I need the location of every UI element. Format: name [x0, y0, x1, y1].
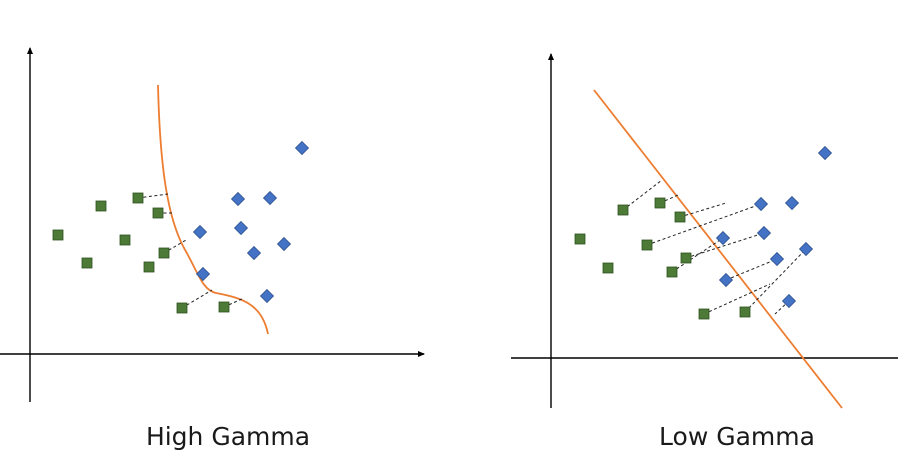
decision-boundary-line	[593, 89, 843, 409]
diamond-point	[195, 266, 211, 282]
square-point	[132, 192, 144, 204]
panel-caption: High Gamma	[146, 422, 310, 451]
square-point	[666, 266, 678, 278]
square-point	[602, 262, 614, 274]
margin-dash-line	[223, 297, 245, 308]
margin-dash-line	[685, 232, 765, 259]
square-point	[739, 306, 751, 318]
square-point	[574, 233, 586, 245]
diamond-point	[781, 293, 797, 309]
diamond-point	[262, 190, 278, 206]
panel-caption: Low Gamma	[659, 422, 815, 451]
diamond-point	[756, 225, 772, 241]
margin-dash-line	[744, 248, 807, 313]
diamond-point	[276, 236, 292, 252]
margin-dash-line	[725, 258, 778, 281]
square-point	[617, 204, 629, 216]
square-point	[218, 301, 230, 313]
square-point	[176, 302, 188, 314]
class-a-points	[52, 192, 230, 314]
margin-dash-line	[646, 203, 762, 246]
margin-dash-line	[671, 237, 724, 273]
square-point	[158, 247, 170, 259]
margin-dash-line	[679, 202, 727, 218]
diamond-point	[753, 196, 769, 212]
margin-dash-line	[622, 179, 663, 211]
support-vector-distance-lines	[622, 179, 807, 315]
diamond-point	[769, 251, 785, 267]
square-point	[654, 197, 666, 209]
square-point	[698, 308, 710, 320]
high-gamma-panel: High Gamma	[0, 47, 425, 451]
class-b-points	[192, 140, 310, 304]
square-point	[119, 234, 131, 246]
diamond-point	[294, 140, 310, 156]
class-b-points	[715, 145, 833, 309]
low-gamma-panel: Low Gamma	[511, 53, 898, 451]
square-point	[81, 257, 93, 269]
diamond-point	[259, 288, 275, 304]
square-point	[95, 200, 107, 212]
square-point	[143, 261, 155, 273]
square-point	[52, 229, 64, 241]
diamond-point	[784, 195, 800, 211]
square-point	[152, 207, 164, 219]
square-point	[674, 211, 686, 223]
diamond-point	[718, 272, 734, 288]
diamond-point	[246, 245, 262, 261]
square-point	[641, 239, 653, 251]
class-a-points	[574, 197, 751, 320]
diamond-point	[192, 224, 208, 240]
margin-dash-line	[163, 239, 187, 254]
diamond-point	[230, 191, 246, 207]
decision-boundary-curve	[157, 84, 269, 335]
diamond-point	[233, 220, 249, 236]
diamond-point	[817, 145, 833, 161]
diamond-point	[798, 241, 814, 257]
margin-dash-line	[703, 283, 771, 315]
square-point	[680, 252, 692, 264]
diamond-point	[715, 230, 731, 246]
